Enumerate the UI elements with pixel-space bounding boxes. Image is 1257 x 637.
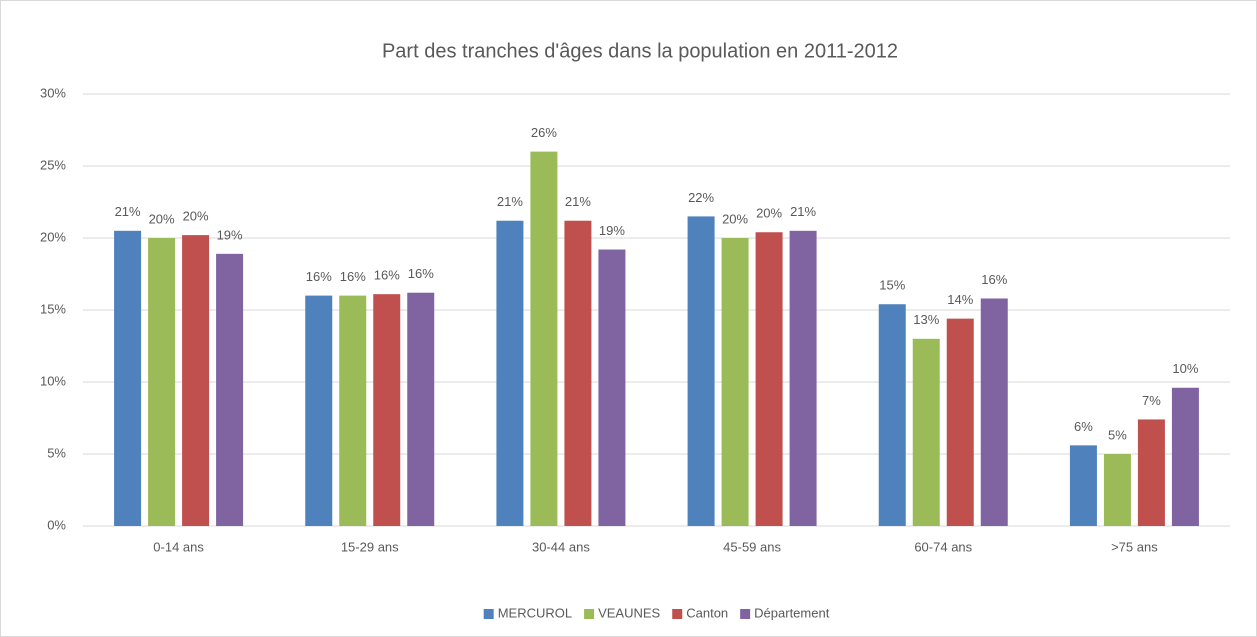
data-label: 21% <box>790 204 816 219</box>
data-label: 21% <box>497 194 523 209</box>
bar <box>407 292 435 526</box>
bar <box>1137 419 1165 526</box>
data-label: 19% <box>217 227 243 242</box>
bar <box>912 338 940 526</box>
data-label: 5% <box>1108 427 1127 442</box>
bar <box>755 232 783 527</box>
legend-swatch <box>672 609 683 619</box>
data-label: 21% <box>115 204 141 219</box>
bar <box>980 298 1008 526</box>
bar <box>114 230 142 527</box>
data-label: 16% <box>981 272 1007 287</box>
data-label: 6% <box>1074 419 1093 434</box>
x-tick-label: 60-74 ans <box>914 539 972 554</box>
legend-label: Département <box>754 605 830 620</box>
legend-label: MERCUROL <box>498 605 572 620</box>
bar <box>564 220 592 526</box>
bar <box>946 318 974 526</box>
data-label: 10% <box>1172 361 1198 376</box>
data-label: 7% <box>1142 393 1161 408</box>
bar <box>687 216 715 526</box>
data-label: 20% <box>183 209 209 224</box>
y-tick-label: 10% <box>40 373 66 388</box>
legend-label: Canton <box>686 605 728 620</box>
bar <box>1069 445 1097 526</box>
bar <box>1103 454 1131 526</box>
chart-title: Part des tranches d'âges dans la populat… <box>382 40 898 62</box>
y-tick-label: 20% <box>40 229 66 244</box>
bar <box>789 230 817 527</box>
x-tick-label: 45-59 ans <box>723 539 781 554</box>
data-label: 15% <box>879 278 905 293</box>
legend-label: VEAUNES <box>598 605 660 620</box>
data-label: 16% <box>408 266 434 281</box>
bar <box>721 238 749 526</box>
data-label: 20% <box>149 211 175 226</box>
y-tick-label: 15% <box>40 301 66 316</box>
bar <box>373 294 401 526</box>
bar <box>305 295 333 526</box>
bar <box>878 304 906 526</box>
bar <box>339 295 367 526</box>
y-tick-label: 25% <box>40 157 66 172</box>
data-label: 19% <box>599 223 625 238</box>
bar <box>216 253 244 526</box>
bar <box>1171 387 1199 526</box>
legend-swatch <box>740 609 751 619</box>
legend: MERCUROL VEAUNES Canton Département <box>483 605 830 620</box>
data-label: 16% <box>374 268 400 283</box>
legend-swatch <box>584 609 595 619</box>
bar <box>148 238 176 526</box>
bar <box>598 249 626 526</box>
x-tick-label: >75 ans <box>1111 539 1158 554</box>
x-tick-label: 0-14 ans <box>153 539 204 554</box>
data-label: 16% <box>306 269 332 284</box>
x-tick-label: 15-29 ans <box>341 539 399 554</box>
data-label: 20% <box>756 206 782 221</box>
y-tick-label: 30% <box>40 85 66 100</box>
bar <box>182 235 210 526</box>
data-label: 14% <box>947 292 973 307</box>
y-tick-label: 0% <box>47 517 66 532</box>
data-label: 22% <box>688 190 714 205</box>
data-label: 21% <box>565 194 591 209</box>
data-label: 26% <box>531 125 557 140</box>
y-tick-label: 5% <box>47 445 66 460</box>
data-label: 13% <box>913 312 939 327</box>
bar <box>496 220 524 526</box>
x-tick-label: 30-44 ans <box>532 539 590 554</box>
legend-swatch <box>483 609 494 619</box>
data-label: 16% <box>340 269 366 284</box>
bar <box>530 151 558 526</box>
data-label: 20% <box>722 211 748 226</box>
